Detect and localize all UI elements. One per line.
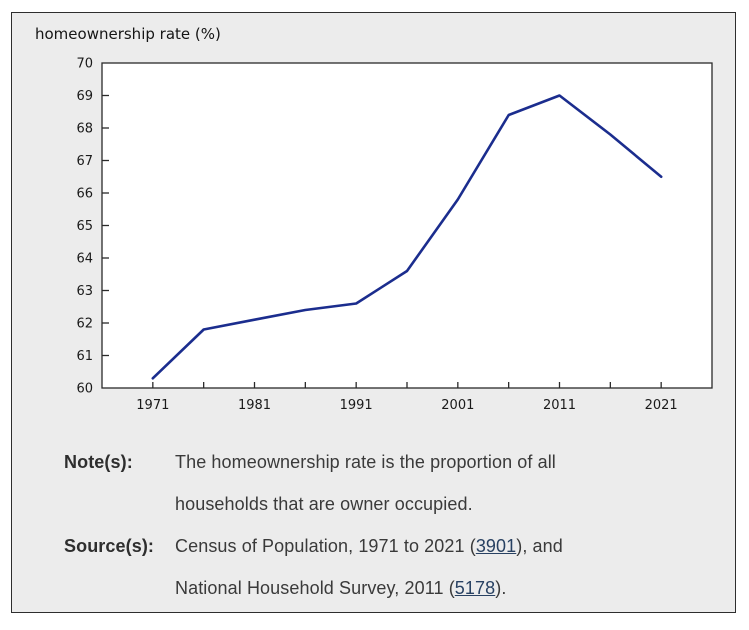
- y-axis-tick-label: 65: [76, 219, 93, 234]
- source-line-2-pre: National Household Survey, 2011 (: [175, 578, 455, 598]
- notes-section: Note(s): The homeownership rate is the p…: [64, 441, 704, 609]
- y-axis-tick-label: 70: [76, 57, 93, 72]
- source-row: Source(s): Census of Population, 1971 to…: [64, 525, 704, 609]
- source-line-2-post: ).: [495, 578, 507, 598]
- x-axis-tick-label: 2011: [543, 398, 576, 413]
- x-axis-tick-label: 1991: [340, 398, 373, 413]
- note-text: The homeownership rate is the proportion…: [175, 441, 556, 525]
- chart-svg: 60 61 62 63 64 65 66 67 68 69 70 1971 1981 1991 2001 20…: [76, 57, 713, 413]
- y-axis-tick-label: 61: [76, 349, 93, 364]
- x-axis-tick-label: 2001: [441, 398, 474, 413]
- y-axis-tick-label: 63: [76, 284, 93, 299]
- x-axis-tick-label: 1971: [136, 398, 169, 413]
- note-label: Note(s):: [64, 452, 133, 472]
- homeownership-rate-line: [151, 94, 663, 380]
- chart-title: homeownership rate (%): [35, 25, 221, 43]
- note-row: Note(s): The homeownership rate is the p…: [64, 441, 704, 525]
- y-axis-tick-label: 64: [76, 252, 93, 267]
- y-axis-tick-label: 67: [76, 154, 93, 169]
- source-line-2: National Household Survey, 2011 (5178).: [175, 567, 563, 609]
- y-axis-tick-label: 60: [76, 382, 93, 397]
- chart-panel: homeownership rate (%) 60 61 62 63 64 65 66 67 6…: [11, 12, 736, 613]
- source-text: Census of Population, 1971 to 2021 (3901…: [175, 525, 563, 609]
- y-axis-tick-label: 62: [76, 317, 93, 332]
- note-line-2: households that are owner occupied.: [175, 494, 473, 514]
- source-label: Source(s):: [64, 536, 155, 556]
- note-line-1: The homeownership rate is the proportion…: [175, 452, 556, 472]
- source-link-5178[interactable]: 5178: [454, 578, 496, 598]
- plot-area: [101, 62, 713, 389]
- source-line-1: Census of Population, 1971 to 2021 (3901…: [175, 525, 563, 567]
- source-line-1-pre: Census of Population, 1971 to 2021 (: [175, 536, 476, 556]
- source-line-1-post: ), and: [516, 536, 563, 556]
- y-axis-tick-label: 66: [76, 187, 93, 202]
- x-axis-tick-label: 1981: [238, 398, 271, 413]
- y-axis-tick-label: 68: [76, 122, 93, 137]
- x-axis-tick-label: 2021: [645, 398, 678, 413]
- source-link-3901[interactable]: 3901: [475, 536, 517, 556]
- y-axis-tick-label: 69: [76, 89, 93, 104]
